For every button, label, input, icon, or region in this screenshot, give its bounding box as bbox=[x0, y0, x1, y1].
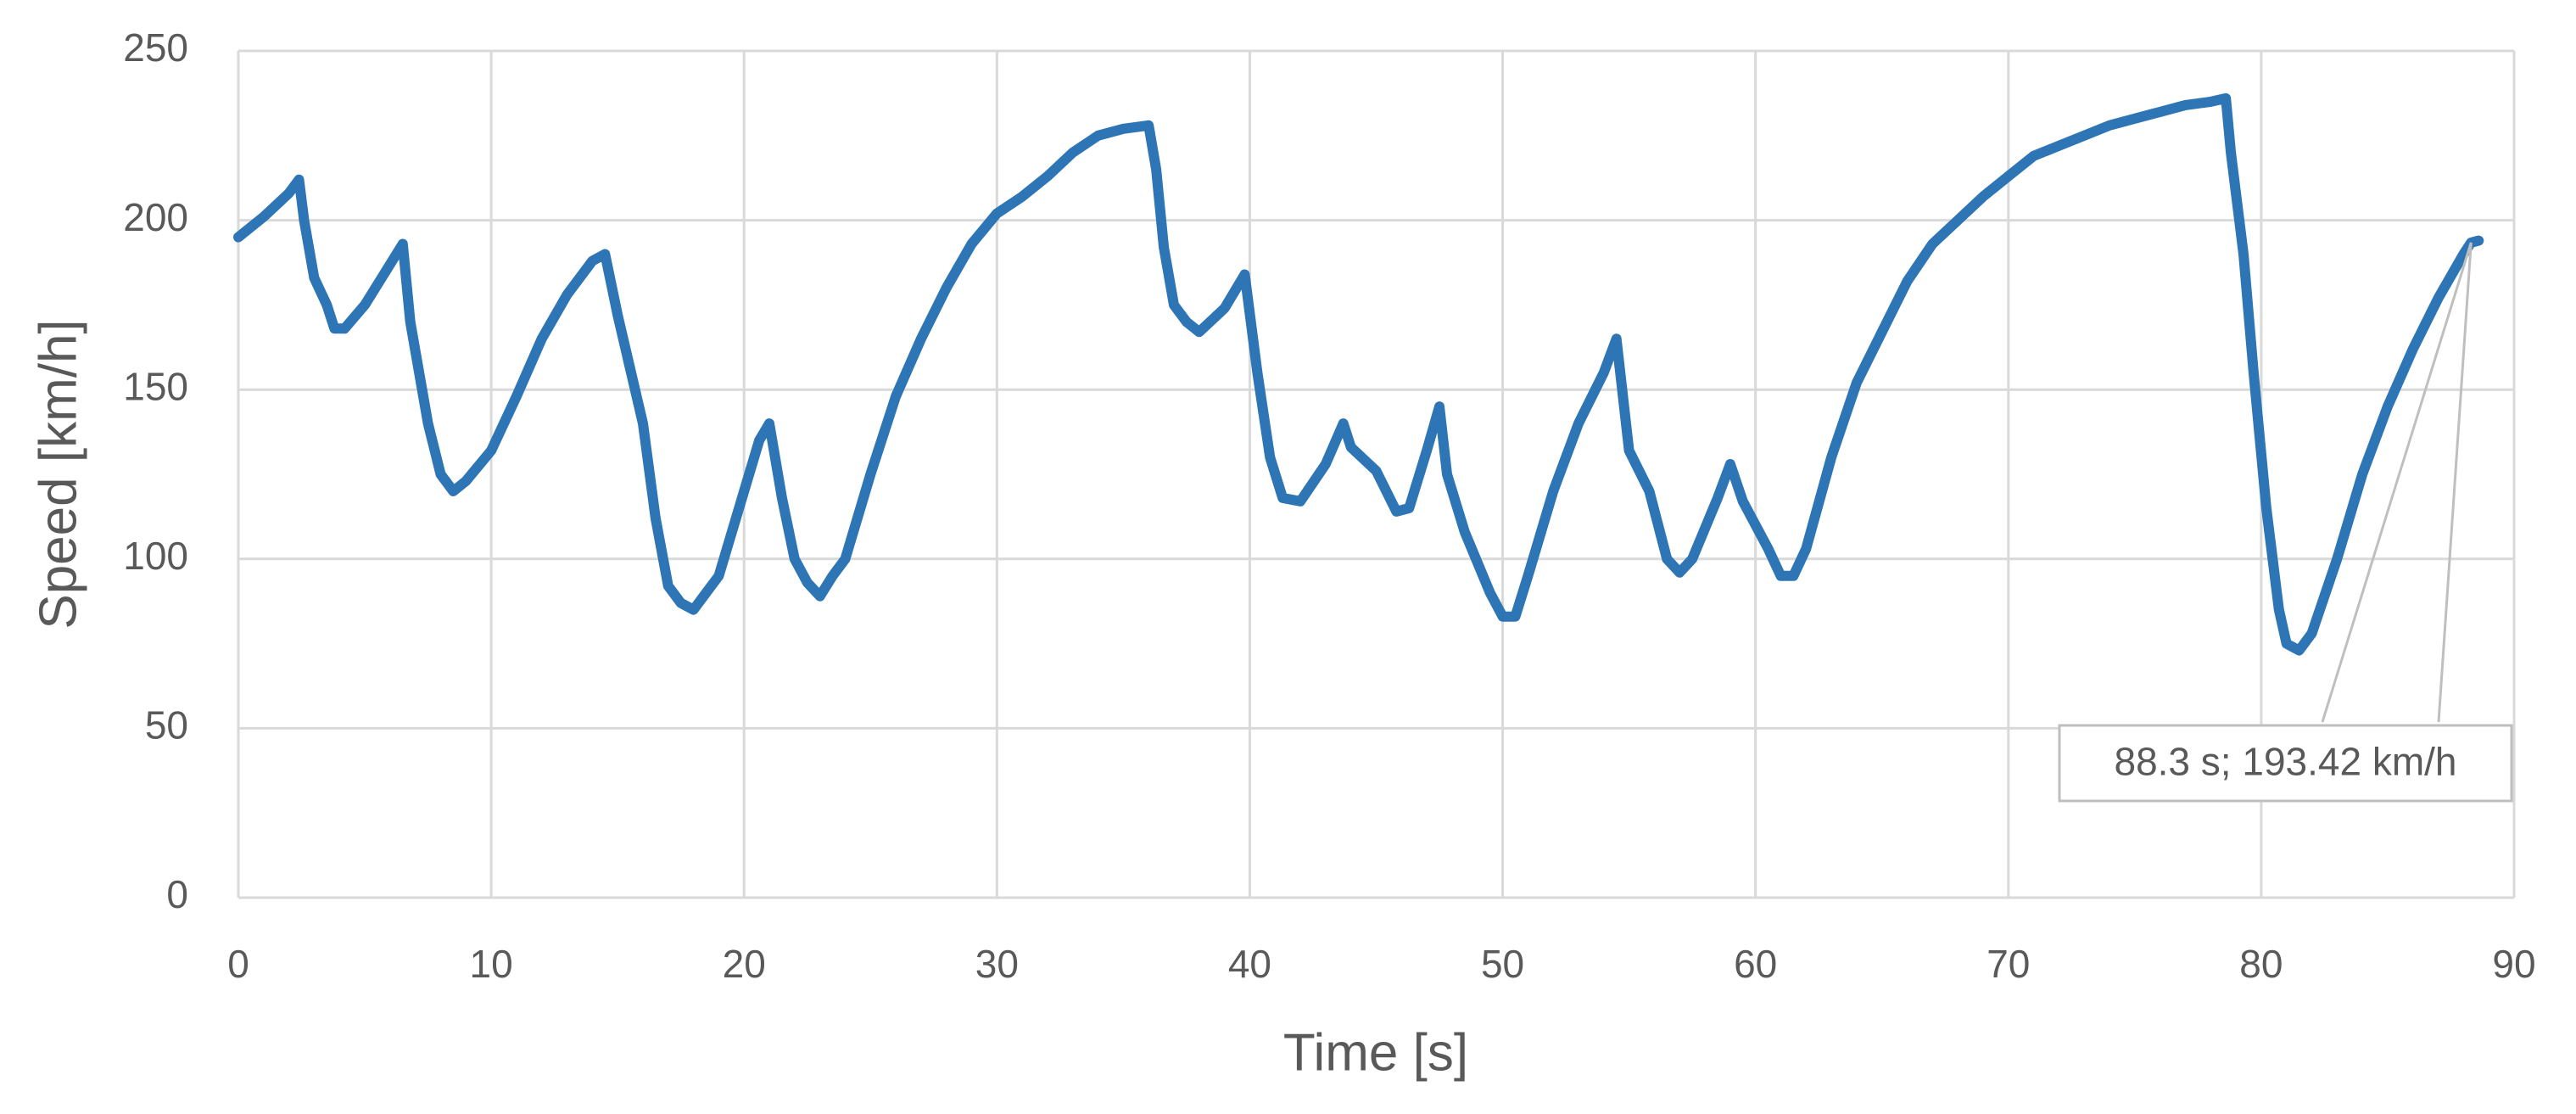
y-tick-label: 250 bbox=[123, 25, 188, 70]
x-tick-label: 10 bbox=[470, 942, 513, 986]
x-axis-title: Time [s] bbox=[1283, 1023, 1468, 1082]
annotation-box bbox=[2058, 724, 2513, 803]
x-tick-label: 50 bbox=[1481, 942, 1524, 986]
x-tick-label: 60 bbox=[1734, 942, 1777, 986]
y-tick-label: 50 bbox=[145, 703, 188, 747]
annotation-leader bbox=[2321, 242, 2473, 723]
x-tick-label: 40 bbox=[1228, 942, 1271, 986]
annotation-leader bbox=[2437, 242, 2473, 723]
y-axis-title: Speed [km/h] bbox=[29, 319, 87, 629]
x-tick-label: 90 bbox=[2492, 942, 2535, 986]
annotation-text: 88.3 s; 193.42 km/h bbox=[2114, 740, 2456, 784]
data-line bbox=[233, 92, 2484, 656]
y-tick-label: 200 bbox=[123, 195, 188, 239]
x-tick-label: 0 bbox=[227, 942, 249, 986]
x-tick-label: 80 bbox=[2239, 942, 2283, 986]
x-tick-label: 70 bbox=[1986, 942, 2030, 986]
x-tick-label: 20 bbox=[723, 942, 766, 986]
x-tick-label: 30 bbox=[975, 942, 1019, 986]
y-tick-label: 100 bbox=[123, 534, 188, 578]
y-tick-label: 150 bbox=[123, 364, 188, 408]
y-tick-label: 0 bbox=[166, 872, 188, 916]
